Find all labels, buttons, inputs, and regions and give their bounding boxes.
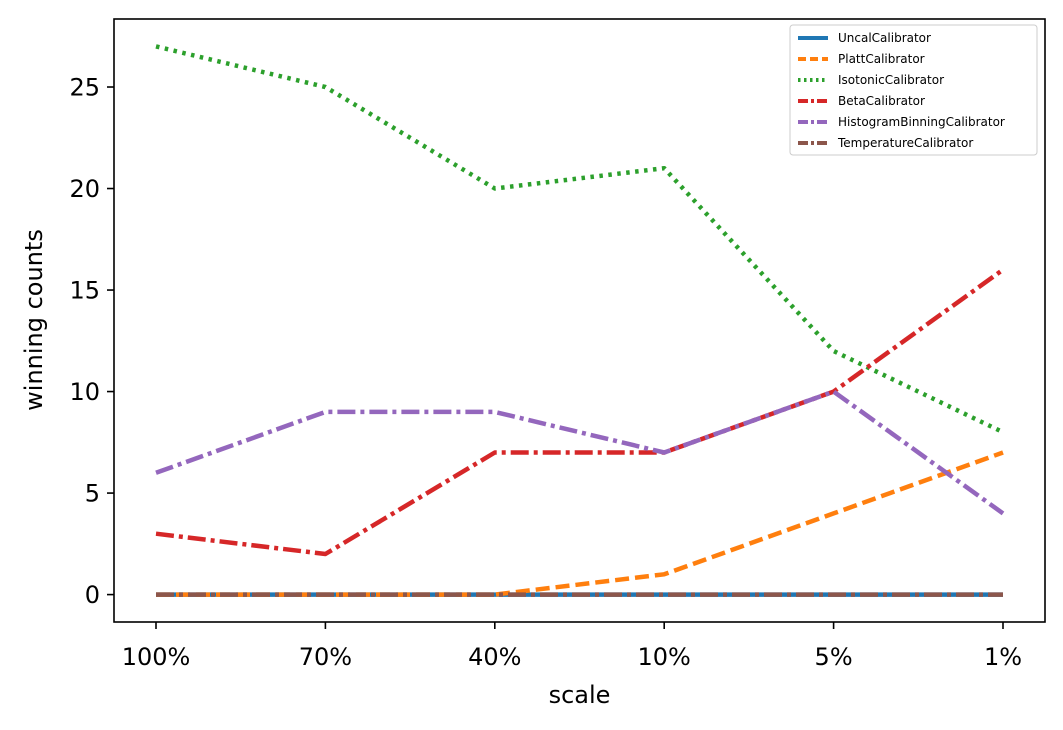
y-tick-label: 0 [85, 581, 100, 609]
x-axis-ticks: 100% 70% 40% 10% 5% 1% [122, 622, 1022, 671]
series-line-4 [155, 389, 1005, 516]
y-axis-ticks: 0 5 10 15 20 25 [69, 74, 114, 609]
x-tick-label: 5% [815, 643, 853, 671]
x-axis-title: scale [549, 681, 611, 709]
x-tick-label: 70% [299, 643, 352, 671]
y-tick-label: 25 [69, 74, 100, 102]
series-line-2 [155, 44, 1004, 435]
series-line-3 [155, 267, 1005, 557]
legend-label: IsotonicCalibrator [838, 73, 944, 87]
legend-label: BetaCalibrator [838, 94, 925, 108]
plot-frame [113, 18, 1046, 623]
x-tick-label: 100% [122, 643, 191, 671]
legend-label: TemperatureCalibrator [837, 136, 973, 150]
y-axis-title: winning counts [20, 229, 48, 411]
legend-box [789, 24, 1038, 156]
y-tick-label: 20 [69, 175, 100, 203]
series-line-1 [156, 450, 1004, 597]
legend-label: HistogramBinningCalibrator [838, 115, 1005, 129]
legend-label: UncalCalibrator [838, 31, 931, 45]
series-lines [155, 44, 1005, 597]
x-tick-label: 1% [984, 643, 1022, 671]
y-tick-label: 5 [85, 480, 100, 508]
legend-label: PlattCalibrator [838, 52, 925, 66]
x-tick-label: 40% [468, 643, 521, 671]
legend: UncalCalibrator PlattCalibrator IsotonicCa… [789, 24, 1038, 156]
x-tick-label: 10% [638, 643, 691, 671]
y-tick-label: 15 [69, 277, 100, 305]
y-tick-label: 10 [69, 378, 100, 406]
